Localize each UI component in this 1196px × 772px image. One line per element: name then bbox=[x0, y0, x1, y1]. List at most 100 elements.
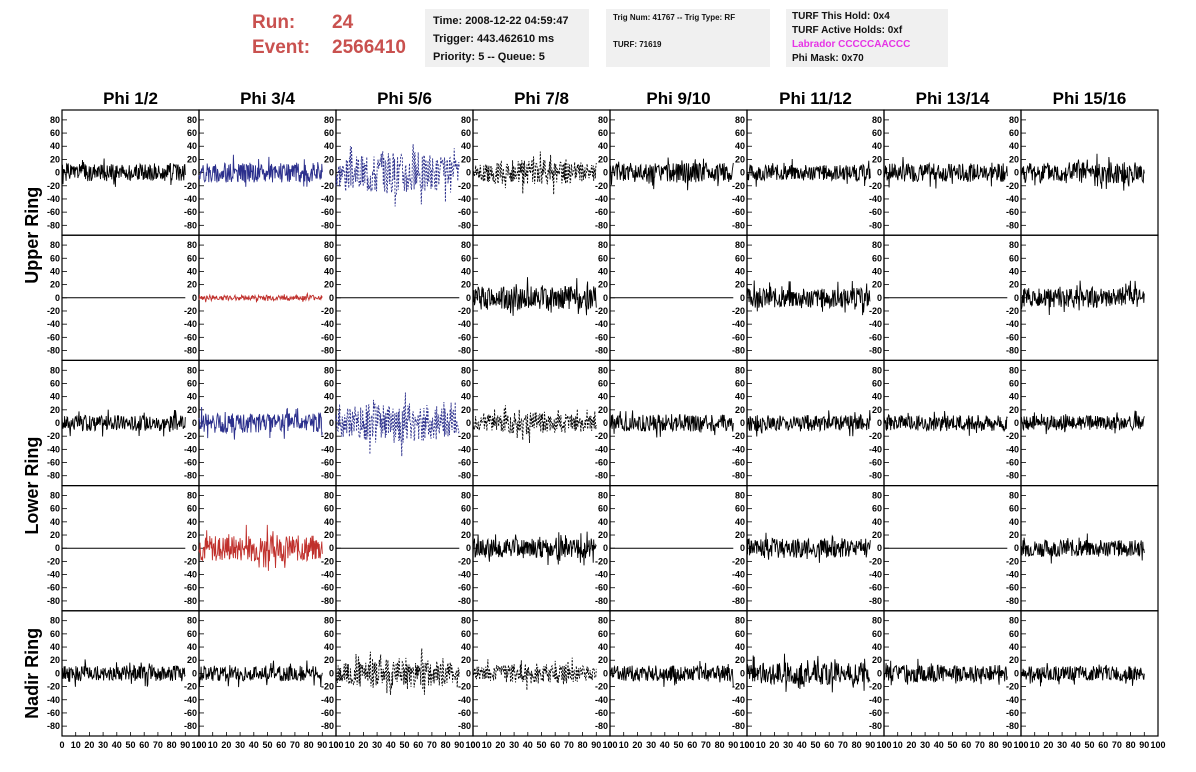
run-event-header: Run: 24 Event: 2566410 bbox=[252, 10, 406, 60]
x-tick-label: 100 bbox=[191, 740, 206, 750]
x-tick-label: 100 bbox=[602, 740, 617, 750]
y-tick-label: -60 bbox=[458, 708, 471, 718]
y-tick-label: -40 bbox=[732, 444, 745, 454]
x-tick-label: 70 bbox=[153, 740, 163, 750]
y-tick-label: -80 bbox=[321, 220, 334, 230]
y-tick-label: -80 bbox=[321, 721, 334, 731]
x-tick-label: 100 bbox=[1150, 740, 1165, 750]
y-tick-label: -60 bbox=[321, 458, 334, 468]
y-tick-label: 60 bbox=[1009, 629, 1019, 639]
y-tick-label: 0 bbox=[192, 668, 197, 678]
y-tick-label: 60 bbox=[50, 128, 60, 138]
y-tick-label: 80 bbox=[735, 240, 745, 250]
y-tick-label: 40 bbox=[461, 642, 471, 652]
y-tick-label: -60 bbox=[321, 207, 334, 217]
y-tick-label: 40 bbox=[1009, 141, 1019, 151]
turf-num-text: TURF: 71619 bbox=[613, 40, 662, 49]
y-tick-label: 0 bbox=[329, 293, 334, 303]
y-tick-label: -60 bbox=[458, 458, 471, 468]
waveform-line bbox=[198, 406, 323, 440]
y-tick-label: -20 bbox=[458, 556, 471, 566]
y-tick-label: -60 bbox=[595, 583, 608, 593]
x-tick-label: 60 bbox=[550, 740, 560, 750]
y-tick-label: 20 bbox=[1009, 280, 1019, 290]
waveform-line bbox=[61, 409, 186, 437]
y-tick-label: 40 bbox=[872, 266, 882, 276]
y-tick-label: -60 bbox=[47, 708, 60, 718]
y-tick-label: -40 bbox=[321, 444, 334, 454]
y-tick-label: -40 bbox=[1006, 444, 1019, 454]
y-tick-label: -60 bbox=[595, 207, 608, 217]
y-tick-label: 20 bbox=[324, 405, 334, 415]
y-tick-label: -60 bbox=[732, 583, 745, 593]
y-tick-label: 80 bbox=[324, 490, 334, 500]
y-tick-label: -40 bbox=[1006, 319, 1019, 329]
y-tick-label: 80 bbox=[461, 365, 471, 375]
y-tick-label: -20 bbox=[47, 306, 60, 316]
x-tick-label: 70 bbox=[975, 740, 985, 750]
y-tick-label: 80 bbox=[187, 616, 197, 626]
y-tick-label: 80 bbox=[324, 115, 334, 125]
event-value: 2566410 bbox=[332, 37, 406, 58]
y-tick-label: 80 bbox=[187, 365, 197, 375]
y-tick-label: 60 bbox=[872, 504, 882, 514]
y-tick-label: 20 bbox=[1009, 154, 1019, 164]
x-tick-label: 60 bbox=[961, 740, 971, 750]
y-tick-label: 0 bbox=[192, 168, 197, 178]
x-tick-label: 70 bbox=[838, 740, 848, 750]
y-tick-label: 20 bbox=[735, 530, 745, 540]
y-tick-label: 40 bbox=[461, 141, 471, 151]
waveform-line bbox=[746, 158, 871, 187]
y-tick-label: -40 bbox=[47, 444, 60, 454]
y-tick-label: 0 bbox=[329, 543, 334, 553]
y-tick-label: -20 bbox=[47, 682, 60, 692]
y-tick-label: 40 bbox=[872, 141, 882, 151]
y-tick-label: -20 bbox=[869, 181, 882, 191]
y-tick-label: 80 bbox=[324, 616, 334, 626]
y-tick-label: 20 bbox=[50, 154, 60, 164]
y-tick-label: 0 bbox=[55, 168, 60, 178]
y-tick-label: -20 bbox=[1006, 431, 1019, 441]
y-tick-label: 20 bbox=[872, 280, 882, 290]
y-tick-label: 80 bbox=[1009, 490, 1019, 500]
y-tick-label: -60 bbox=[458, 207, 471, 217]
y-tick-label: -20 bbox=[458, 431, 471, 441]
y-tick-label: -40 bbox=[732, 695, 745, 705]
x-tick-label: 60 bbox=[824, 740, 834, 750]
trigger-text: Trigger: 443.462610 ms bbox=[433, 33, 555, 45]
x-tick-label: 60 bbox=[139, 740, 149, 750]
waveform-line bbox=[1020, 410, 1145, 435]
x-tick-label: 70 bbox=[427, 740, 437, 750]
y-tick-label: 20 bbox=[1009, 530, 1019, 540]
y-tick-label: 20 bbox=[598, 154, 608, 164]
y-tick-label: 40 bbox=[735, 392, 745, 402]
y-tick-label: -40 bbox=[595, 319, 608, 329]
y-tick-label: 0 bbox=[877, 418, 882, 428]
y-tick-label: -60 bbox=[184, 583, 197, 593]
y-tick-label: -40 bbox=[732, 570, 745, 580]
x-tick-label: 50 bbox=[947, 740, 957, 750]
x-tick-label: 80 bbox=[441, 740, 451, 750]
x-tick-label: 80 bbox=[304, 740, 314, 750]
waveform-line bbox=[198, 291, 323, 303]
waveform-line bbox=[746, 280, 871, 316]
y-tick-label: -40 bbox=[458, 570, 471, 580]
panel-frame bbox=[335, 109, 474, 236]
y-tick-label: 40 bbox=[461, 266, 471, 276]
y-tick-label: -80 bbox=[869, 471, 882, 481]
y-tick-label: 40 bbox=[1009, 517, 1019, 527]
y-tick-label: -40 bbox=[732, 319, 745, 329]
x-tick-label: 30 bbox=[783, 740, 793, 750]
y-tick-label: 0 bbox=[466, 668, 471, 678]
turf-this-hold-text: TURF This Hold: 0x4 bbox=[792, 11, 890, 22]
x-tick-label: 90 bbox=[591, 740, 601, 750]
waveform-line bbox=[746, 410, 871, 437]
y-tick-label: -80 bbox=[458, 346, 471, 356]
y-tick-label: 60 bbox=[187, 378, 197, 388]
y-tick-label: 40 bbox=[735, 141, 745, 151]
y-tick-label: 20 bbox=[872, 405, 882, 415]
waveform-line bbox=[472, 277, 597, 316]
y-tick-label: -60 bbox=[869, 207, 882, 217]
y-tick-label: -20 bbox=[184, 431, 197, 441]
y-tick-label: 60 bbox=[187, 128, 197, 138]
